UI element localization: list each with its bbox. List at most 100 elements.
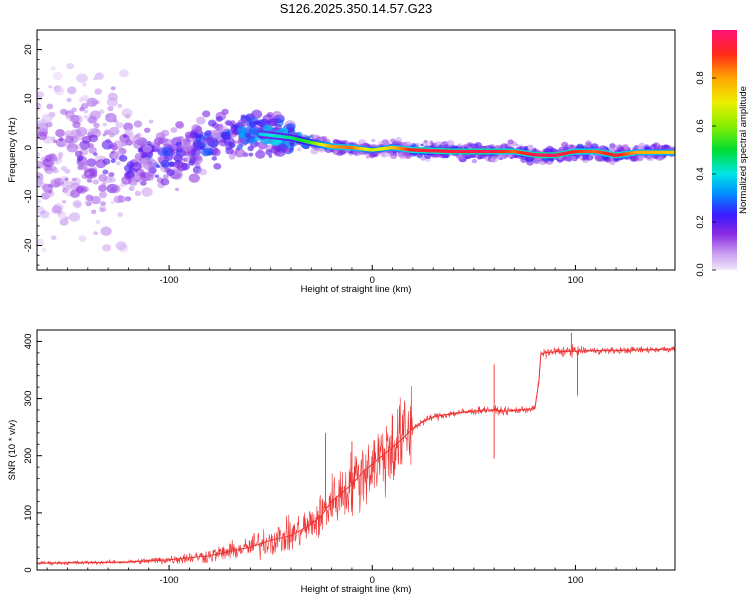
- spectral-blob: [78, 97, 84, 103]
- spectral-blob: [623, 145, 630, 150]
- spectral-blob: [215, 116, 223, 122]
- spectral-blob: [238, 139, 244, 144]
- colorbar-gradient: [712, 30, 737, 270]
- snr-x-label: Height of straight line (km): [301, 584, 412, 595]
- spectral-blob: [100, 226, 112, 236]
- spectral-blob: [148, 119, 154, 124]
- spectral-blob: [471, 158, 478, 164]
- spectral-blob: [117, 212, 124, 217]
- spectral-blob: [371, 138, 376, 143]
- spectral-blob: [37, 238, 45, 247]
- spectral-blob: [189, 157, 197, 164]
- spectral-blob: [50, 66, 56, 71]
- spectral-blob: [98, 205, 107, 213]
- colorbar-label: Normalized spectral amplitude: [738, 86, 749, 214]
- y-tick-label: -10: [23, 190, 34, 204]
- spectral-blob: [473, 155, 477, 158]
- spectral-blob: [657, 155, 664, 161]
- snr-y-ticks: 0 100 200 300 400: [23, 333, 42, 573]
- spectral-blob: [48, 85, 53, 89]
- spectral-blob: [170, 127, 178, 133]
- spectral-blob: [47, 153, 57, 162]
- spectral-blob: [102, 158, 111, 165]
- spectral-blob: [249, 147, 254, 151]
- spectral-blob: [39, 210, 50, 219]
- spectral-blob: [42, 183, 53, 193]
- spectral-blob: [46, 103, 54, 110]
- spectral-blob: [173, 160, 184, 169]
- spectral-blob: [66, 143, 79, 153]
- spectral-blob: [76, 73, 88, 83]
- spectral-blob: [390, 138, 396, 143]
- y-tick-label: 0: [23, 567, 34, 572]
- spectral-blob: [174, 187, 180, 192]
- spectral-blob: [88, 146, 97, 154]
- spectral-blob: [470, 144, 477, 150]
- spectral-blob: [91, 209, 97, 215]
- spectral-blob: [457, 154, 464, 160]
- spectral-blob: [211, 130, 223, 140]
- spectral-blob: [263, 124, 272, 132]
- spectrogram-y-label: Frequency (Hz): [7, 117, 18, 182]
- spectral-blob: [332, 139, 339, 145]
- spectral-blob: [108, 133, 115, 138]
- spectral-blob: [81, 136, 92, 144]
- spectral-ridge: [257, 130, 675, 159]
- spectral-blob: [115, 241, 127, 251]
- spectral-blob: [244, 132, 251, 138]
- spectral-blob: [608, 146, 616, 152]
- spectral-blob: [99, 191, 107, 199]
- y-tick-label: -20: [23, 239, 34, 253]
- y-tick-label: 300: [23, 391, 34, 407]
- spectral-blob: [250, 137, 258, 144]
- spectral-blob: [228, 154, 236, 160]
- spectral-blob: [128, 186, 135, 192]
- spectral-blob: [188, 173, 200, 183]
- spectrogram-x-ticks: -100 0 100: [46, 265, 658, 286]
- x-tick-label: 0: [370, 575, 375, 586]
- spectral-blob: [69, 114, 80, 123]
- spectral-blob: [532, 157, 542, 165]
- spectral-blob: [115, 161, 121, 166]
- spectral-blob: [147, 166, 157, 175]
- spectral-blob: [88, 128, 97, 136]
- spectral-blob: [111, 143, 117, 148]
- spectral-blob: [141, 187, 153, 197]
- spectral-blob: [37, 152, 41, 157]
- spectral-blob: [561, 141, 569, 148]
- spectral-blob: [568, 144, 575, 149]
- spectral-blob: [110, 86, 116, 91]
- spectral-blob: [115, 121, 124, 129]
- spectral-blob: [203, 147, 214, 156]
- colorbar-tick-label: 0.6: [695, 119, 706, 132]
- spectral-blob: [50, 178, 62, 188]
- colorbar: 0.0 0.2 0.4 0.6 0.8 Normalized spectral ampl…: [695, 30, 749, 277]
- spectral-blob: [64, 135, 75, 144]
- spectral-blob: [45, 121, 53, 128]
- spectral-blob: [54, 86, 65, 96]
- spectral-blob: [68, 212, 81, 222]
- spectral-blob: [274, 123, 282, 130]
- spectral-blob: [457, 143, 463, 148]
- spectral-blob: [287, 126, 295, 133]
- snr-spikes: [325, 332, 578, 510]
- spectral-blob: [191, 124, 201, 132]
- spectral-blob: [173, 154, 183, 163]
- spectral-blob: [420, 143, 424, 147]
- spectral-blob: [146, 175, 154, 181]
- spectral-blob: [64, 130, 74, 138]
- spectral-blob: [248, 152, 254, 157]
- spectral-blob: [37, 131, 48, 141]
- spectral-blob: [93, 231, 98, 236]
- spectral-blob: [565, 156, 573, 162]
- snr-x-ticks: -100 0 100: [46, 565, 658, 586]
- snr-noise-trace: [37, 343, 675, 567]
- colorbar-tick-label: 0.8: [695, 71, 706, 84]
- y-tick-label: 10: [23, 93, 34, 104]
- spectral-blob: [421, 140, 430, 148]
- spectral-blob: [142, 145, 152, 153]
- spectral-blob: [234, 148, 246, 158]
- spectral-blob: [184, 131, 194, 139]
- spectral-blob: [133, 120, 143, 128]
